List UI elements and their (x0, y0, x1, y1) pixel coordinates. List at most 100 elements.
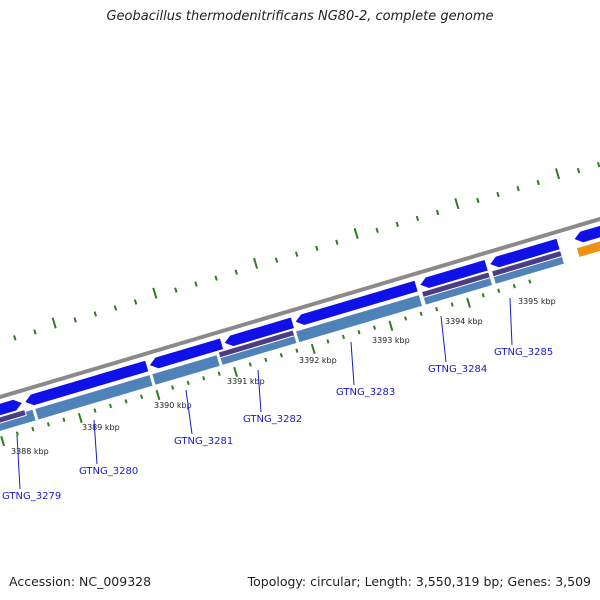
outer-tick (496, 191, 500, 198)
outer-tick (133, 299, 138, 305)
outer-tick (476, 197, 480, 204)
genome-backbone (0, 216, 600, 400)
genome-summary-text: Topology: circular; Length: 3,550,319 bp… (247, 574, 591, 589)
inner-tick (295, 348, 299, 353)
reverse-gene-2 (34, 373, 154, 421)
gene-label: GTNG_3281 (174, 436, 233, 447)
outer-tick (93, 311, 97, 317)
inner-tick (202, 376, 206, 381)
genome-title: Geobacillus thermodenitrificans NG80-2, … (106, 9, 494, 24)
gene-labels: GTNG_3279 GTNG_3280 GTNG_3281 GTNG_3282 GTNG… (2, 297, 553, 502)
inner-tick (124, 399, 128, 404)
inner-tick (512, 283, 516, 289)
kbp-label: 3389 kbp (82, 423, 120, 432)
outer-tick (375, 227, 379, 234)
outer-tick (73, 317, 77, 323)
kbp-label: 3390 kbp (154, 401, 192, 410)
outer-tick (315, 245, 319, 251)
inner-tick (171, 385, 175, 390)
inner-tick (388, 320, 394, 331)
inner-tick (248, 362, 252, 367)
accession-text: Accession: NC_009328 (9, 574, 152, 589)
forward-gene-5 (294, 279, 419, 327)
outer-tick (576, 167, 581, 174)
inner-tick (233, 366, 238, 378)
forward-gene-8 (572, 224, 600, 244)
outer-tick (596, 161, 600, 168)
kbp-label: 3388 kbp (11, 447, 49, 456)
inner-tick-marks (0, 279, 532, 447)
gene-label: GTNG_3285 (494, 347, 553, 358)
outer-tick (194, 281, 198, 287)
reverse-gene-5 (294, 293, 424, 344)
outer-tick (335, 239, 339, 245)
outer-tick (435, 209, 440, 216)
outer-tick (33, 329, 37, 335)
kbp-label: 3393 kbp (372, 336, 410, 345)
gene-track (0, 224, 600, 432)
inner-tick (264, 357, 268, 363)
forward-gene-7 (488, 237, 561, 269)
inner-tick (217, 371, 221, 376)
outer-tick (13, 335, 17, 341)
inner-tick (140, 394, 144, 399)
outer-tick (554, 168, 561, 180)
forward-gene-2 (23, 359, 150, 407)
backbone-line (0, 216, 600, 400)
inner-tick (373, 325, 377, 330)
outer-tick (113, 305, 118, 311)
gene-leader-line (257, 369, 262, 413)
outer-tick (214, 275, 218, 281)
inner-tick (93, 408, 97, 413)
forward-gene-3 (148, 337, 225, 370)
gene-label: GTNG_3284 (428, 364, 487, 375)
inner-tick (419, 311, 423, 316)
inner-tick (481, 293, 485, 298)
reverse-gene-overlay-2 (217, 329, 296, 359)
outer-tick (536, 179, 540, 186)
inner-tick (77, 412, 83, 424)
kbp-label: 3391 kbp (227, 377, 265, 386)
inner-tick (186, 380, 190, 386)
inner-tick (466, 297, 471, 308)
gene-label: GTNG_3279 (2, 491, 61, 502)
outer-tick (415, 215, 420, 222)
outer-tick (395, 221, 399, 228)
inner-tick (0, 435, 6, 447)
forward-gene-6 (418, 258, 489, 290)
outer-tick (174, 287, 178, 293)
inner-tick (404, 316, 408, 321)
inner-tick (108, 403, 113, 409)
gene-leader-line (350, 341, 355, 386)
inner-tick (15, 431, 19, 436)
inner-tick (341, 334, 345, 340)
reverse-gene-overlay-3 (420, 271, 491, 299)
forward-gene-4 (223, 316, 296, 348)
gene-label: GTNG_3280 (79, 466, 138, 477)
gene-leader-line (440, 315, 447, 363)
outer-tick (274, 257, 279, 263)
inner-tick (528, 279, 532, 284)
inner-tick (62, 417, 66, 422)
inner-tick (310, 343, 316, 354)
outer-tick (234, 269, 238, 275)
kbp-label: 3395 kbp (518, 297, 556, 306)
inner-tick (435, 306, 439, 312)
gene-label: GTNG_3282 (243, 414, 302, 425)
outer-tick (294, 251, 299, 257)
outer-tick-marks (13, 161, 600, 341)
inner-tick (326, 339, 330, 344)
outer-tick (152, 287, 158, 299)
kbp-scale-labels: 3388 kbp 3389 kbp 3390 kbp 3391 kbp 3392 kbp… (11, 297, 556, 456)
outer-tick (51, 317, 57, 329)
forward-gene-1 (0, 398, 24, 417)
inner-tick (279, 353, 283, 358)
outer-tick (253, 257, 259, 269)
reverse-gene-overlay-4 (490, 249, 563, 278)
inner-tick (357, 330, 361, 335)
gene-label: GTNG_3283 (336, 387, 395, 398)
inner-tick (497, 288, 501, 293)
outer-tick (454, 198, 460, 210)
gene-leader-line (93, 419, 98, 465)
